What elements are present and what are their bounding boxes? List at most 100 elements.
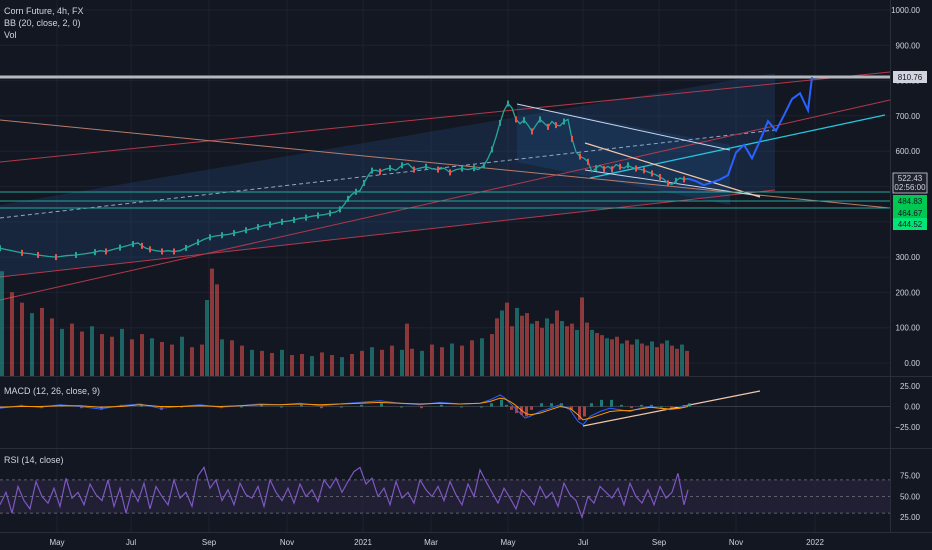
volume-bar-60	[530, 323, 534, 376]
macd-histogram-bar-41	[610, 399, 613, 407]
candle-110	[603, 165, 605, 172]
macd-histogram-bar-4	[80, 406, 83, 409]
volume-bar-55	[505, 302, 509, 376]
x-tick-label-4: 2021	[354, 538, 372, 547]
candle-128	[675, 177, 677, 184]
candle-76	[461, 165, 463, 172]
candle-36	[245, 227, 247, 234]
volume-bar-61	[535, 321, 539, 376]
channel-top-line	[0, 71, 891, 163]
macd-y-tick-0: 25.00	[900, 382, 921, 391]
candle-108	[595, 165, 597, 172]
volume-bar-15	[150, 338, 154, 376]
volume-bar-4	[40, 307, 44, 376]
candle-84	[499, 119, 501, 126]
flag-down-line	[584, 142, 761, 198]
last-price-label: 522.43	[898, 174, 923, 183]
volume-bar-23	[215, 284, 219, 376]
volume-bar-74	[600, 335, 604, 376]
macd-histogram-bar-35	[560, 403, 563, 407]
candle-130	[683, 176, 685, 183]
volume-bar-10	[100, 334, 104, 376]
volume-bar-49	[460, 345, 464, 376]
candle-74	[449, 169, 451, 176]
candle-122	[651, 170, 653, 177]
volume-bar-33	[310, 356, 314, 376]
volume-bar-39	[370, 347, 374, 376]
macd-pane	[0, 376, 932, 426]
vol-indicator-label[interactable]: Vol	[4, 30, 17, 40]
volume-bar-34	[320, 352, 324, 376]
macd-histogram-bar-22	[440, 404, 443, 407]
volume-bar-51	[480, 338, 484, 376]
candle-44	[293, 217, 295, 224]
volume-bar-80	[630, 344, 634, 376]
macd-histogram-bar-36	[570, 406, 573, 410]
volume-bar-0	[0, 271, 4, 376]
level3-price-label-bg	[893, 218, 927, 230]
volume-bar-84	[650, 341, 654, 376]
volume-bar-1	[10, 292, 14, 376]
volume-bar-48	[450, 343, 454, 376]
macd-histogram-bar-21	[420, 406, 423, 409]
macd-histogram-bar-12	[240, 406, 243, 408]
price-y-tick-1: 900.00	[896, 41, 921, 50]
volume-bar-68	[570, 323, 574, 376]
candle-0	[0, 245, 1, 252]
volume-bar-90	[680, 344, 684, 376]
candle-50	[329, 210, 331, 217]
candle-106	[587, 158, 589, 165]
macd-histogram-bar-14	[280, 406, 283, 408]
bb-indicator-label[interactable]: BB (20, close, 2, 0)	[4, 18, 81, 28]
volume-bar-13	[130, 339, 134, 376]
volume-bar-18	[180, 336, 184, 376]
volume-bar-91	[685, 350, 689, 376]
candle-12	[105, 248, 107, 255]
volume-bar-81	[635, 339, 639, 376]
rsi-label[interactable]: RSI (14, close)	[4, 455, 64, 465]
volume-bar-42	[400, 349, 404, 376]
volume-bar-19	[190, 347, 194, 376]
volume-bar-25	[230, 340, 234, 376]
candle-80	[483, 162, 485, 169]
volume-bar-14	[140, 334, 144, 376]
candle-6	[55, 254, 57, 261]
macd-histogram-bar-40	[600, 399, 603, 407]
volume-bar-24	[220, 339, 224, 376]
price-y-tick-10: 0.00	[904, 359, 920, 368]
x-tick-label-8: Sep	[652, 538, 667, 547]
candle-22	[161, 248, 163, 255]
candle-16	[132, 241, 134, 248]
candle-70	[425, 163, 427, 170]
candle-46	[305, 214, 307, 221]
volume-bar-53	[495, 318, 499, 376]
x-tick-label-2: Sep	[202, 538, 217, 547]
candle-38	[257, 224, 259, 231]
candle-28	[197, 239, 199, 246]
volume-bar-65	[555, 310, 559, 376]
macd-histogram-bar-23	[460, 406, 463, 408]
x-tick-label-3: Nov	[280, 538, 294, 547]
macd-histogram-bar-32	[530, 406, 533, 410]
volume-bar-6	[60, 328, 64, 376]
volume-bar-69	[575, 329, 579, 376]
macd-histogram-bar-48	[680, 406, 683, 408]
candle-64	[389, 165, 391, 172]
candle-104	[579, 153, 581, 160]
resistance-price-label-bg	[893, 71, 927, 83]
candle-114	[619, 163, 621, 170]
channel-fill-upper	[0, 73, 775, 277]
volume-bar-9	[90, 326, 94, 376]
volume-bar-72	[590, 329, 594, 376]
volume-bar-35	[330, 355, 334, 376]
candle-126	[667, 180, 669, 187]
volume-bar-56	[510, 326, 514, 376]
macd-histogram-bar-17	[340, 406, 343, 408]
candle-118	[635, 165, 637, 172]
macd-label[interactable]: MACD (12, 26, close, 9)	[4, 386, 101, 396]
volume-bar-27	[250, 349, 254, 376]
macd-histogram-bar-13	[260, 404, 263, 407]
